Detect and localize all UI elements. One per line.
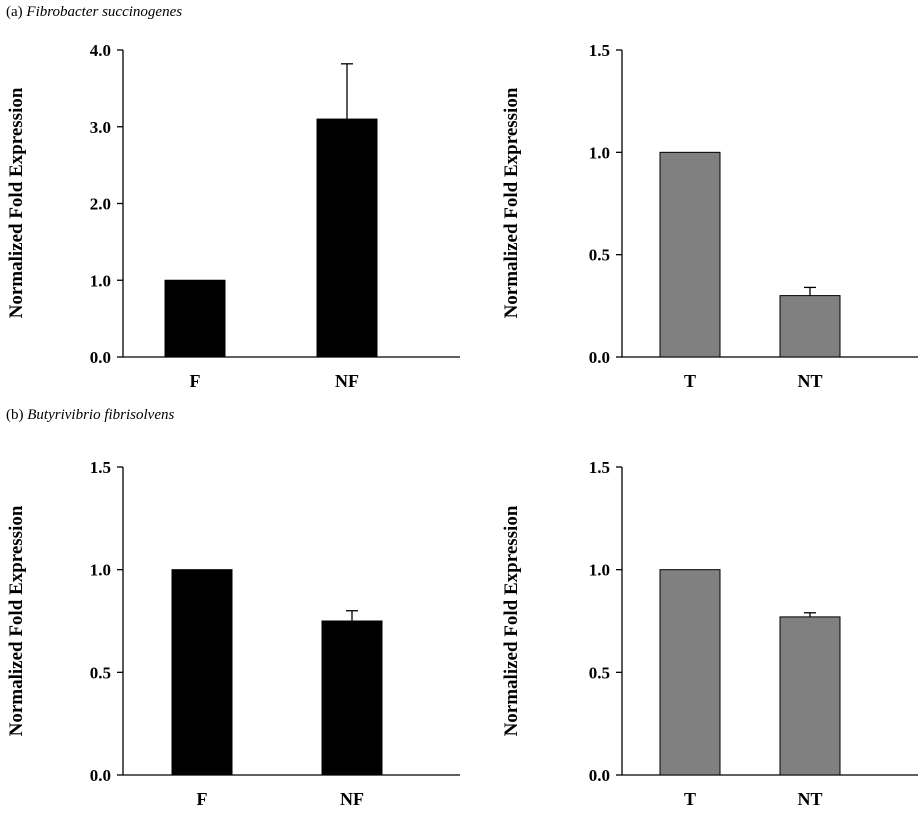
a-left-category-label-F: F (190, 371, 201, 391)
a-right-category-label-T: T (684, 371, 696, 391)
a-right-y-axis-title: Normalized Fold Expression (501, 87, 522, 318)
b-left-ytick-label-0: 0.0 (90, 766, 111, 785)
panel-a-prefix: (a) (6, 4, 23, 20)
a-left-bar-NF (316, 118, 378, 358)
b-right-bar-T (659, 569, 721, 776)
panel-a-label: (a) Fibrobacter succinogenes (6, 4, 182, 21)
a-left-ytick-label-4: 4.0 (90, 41, 111, 60)
b-right-bar-NT (779, 616, 841, 776)
b-left-ytick-label-3: 1.5 (90, 458, 111, 477)
b-right-ytick-label-1: 0.5 (589, 663, 610, 682)
a-right-ytick-label-2: 1.0 (589, 143, 610, 162)
panel-b-species: Butyrivibrio fibrisolvens (27, 407, 175, 423)
a-left-ytick-label-2: 2.0 (90, 195, 111, 214)
b-left-bar-NF (321, 620, 383, 776)
b-right-ytick-label-3: 1.5 (589, 458, 610, 477)
a-left-category-label-NF: NF (335, 371, 359, 391)
a-right-bar-NT (779, 295, 841, 358)
b-left-ytick-label-2: 1.0 (90, 561, 111, 580)
b-right-ytick-label-2: 1.0 (589, 561, 610, 580)
b-right-ytick-label-0: 0.0 (589, 766, 610, 785)
a-right-ytick-label-1: 0.5 (589, 246, 610, 265)
b-left-bar-F (171, 569, 233, 776)
b-right-y-axis-title: Normalized Fold Expression (501, 505, 522, 736)
a-left-y-axis-title: Normalized Fold Expression (6, 87, 27, 318)
a-left-ytick-label-3: 3.0 (90, 118, 111, 137)
panel-b-label: (b) Butyrivibrio fibrisolvens (6, 407, 174, 424)
b-left-category-label-F: F (197, 789, 208, 809)
a-left-bar-F (164, 279, 226, 358)
b-right-category-label-T: T (684, 789, 696, 809)
b-left-y-axis-title: Normalized Fold Expression (6, 505, 27, 736)
panel-a-species: Fibrobacter succinogenes (26, 4, 183, 20)
panel-b-prefix: (b) (6, 407, 24, 423)
b-left-ytick-label-1: 0.5 (90, 663, 111, 682)
b-left-category-label-NF: NF (340, 789, 364, 809)
a-right-ytick-label-0: 0.0 (589, 348, 610, 367)
a-right-bar-T (659, 151, 721, 358)
a-right-ytick-label-3: 1.5 (589, 41, 610, 60)
b-right-category-label-NT: NT (797, 789, 822, 809)
a-right-category-label-NT: NT (797, 371, 822, 391)
a-left-ytick-label-0: 0.0 (90, 348, 111, 367)
a-left-ytick-label-1: 1.0 (90, 271, 111, 290)
